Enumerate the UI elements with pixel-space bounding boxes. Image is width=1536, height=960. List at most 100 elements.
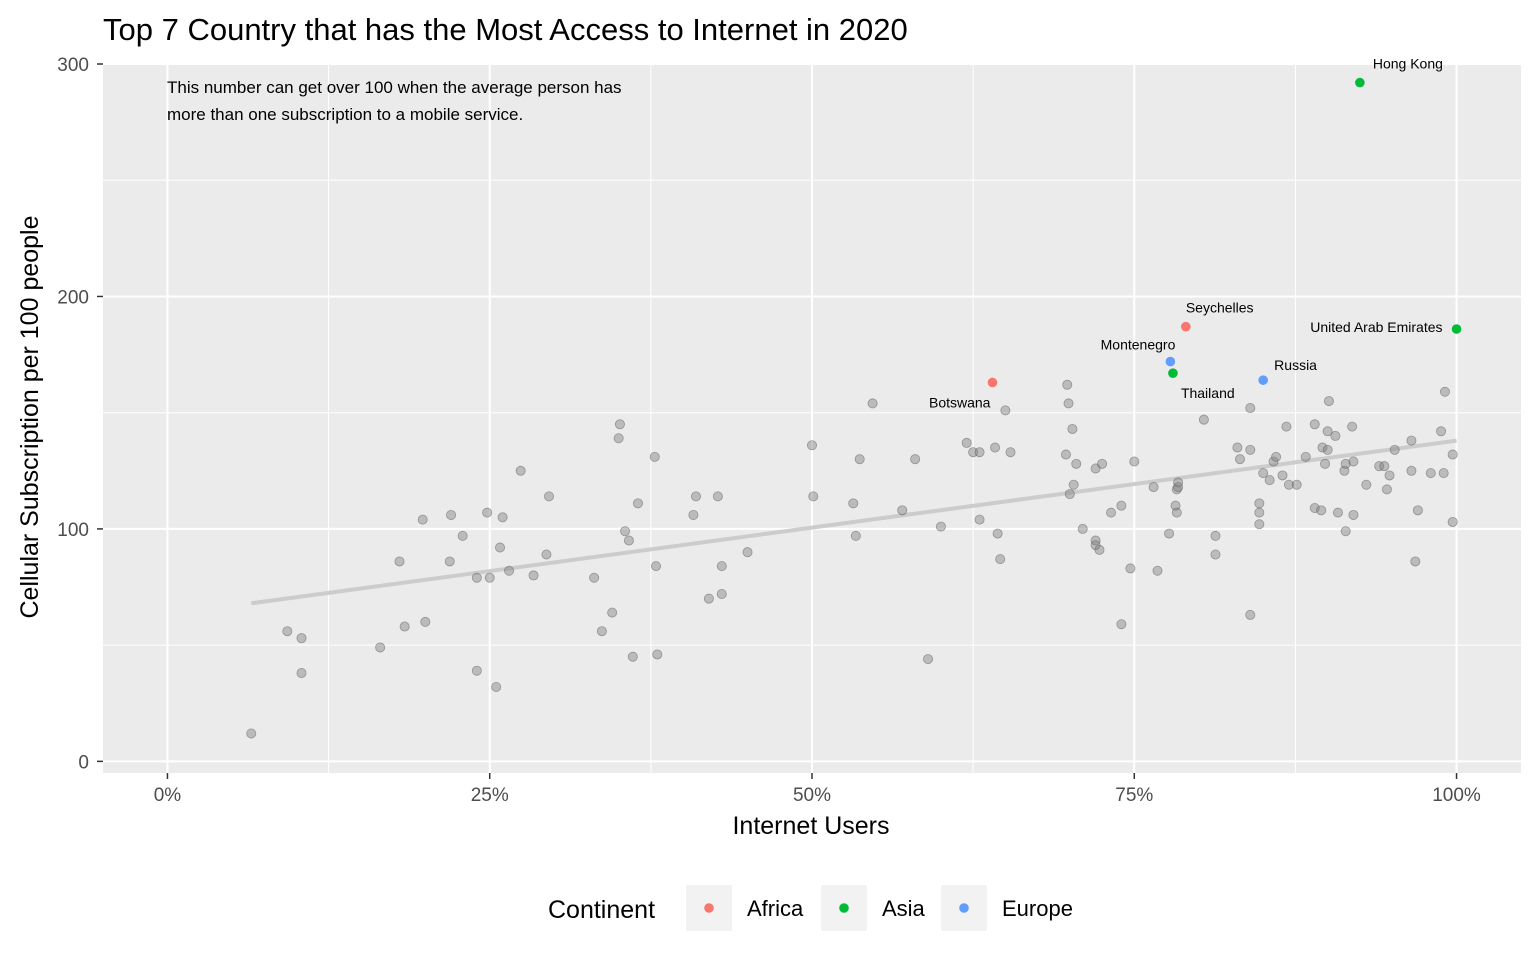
- data-point: [614, 419, 625, 430]
- data-point: [1277, 470, 1288, 481]
- data-point: [1438, 468, 1449, 479]
- data-point: [1316, 505, 1327, 516]
- data-point: [1330, 430, 1341, 441]
- data-point: [651, 561, 662, 572]
- data-point: [596, 626, 607, 637]
- data-point: [1347, 421, 1358, 432]
- data-point: [282, 626, 293, 637]
- data-point: [1071, 458, 1082, 469]
- data-point: [1245, 609, 1256, 620]
- data-point: [1116, 500, 1127, 511]
- data-point: [1116, 619, 1127, 630]
- data-point: [649, 451, 660, 462]
- data-point: [1323, 396, 1334, 407]
- data-point: [484, 572, 495, 583]
- legend-swatch: [959, 903, 969, 913]
- data-point: [1254, 519, 1265, 530]
- data-point: [995, 554, 1006, 565]
- data-point: [491, 681, 502, 692]
- annotation-line: more than one subscription to a mobile s…: [167, 105, 523, 124]
- data-point: [808, 491, 819, 502]
- legend-label: Asia: [882, 896, 926, 921]
- data-point: [1148, 482, 1159, 493]
- trend-line-group: [250, 438, 1457, 606]
- data-point: [589, 572, 600, 583]
- data-point: [1171, 507, 1182, 518]
- data-point: [1281, 421, 1292, 432]
- data-point: [897, 505, 908, 516]
- data-point: [974, 514, 985, 525]
- data-point: [632, 498, 643, 509]
- data-point: [417, 514, 428, 525]
- data-point: [1348, 509, 1359, 520]
- data-point: [1389, 444, 1400, 455]
- x-axis-title: Internet Users: [732, 812, 889, 840]
- x-tick-label: 50%: [793, 785, 831, 806]
- data-point: [716, 589, 727, 600]
- data-point: [528, 570, 539, 581]
- data-point: [1436, 426, 1447, 437]
- data-point: [1322, 444, 1333, 455]
- point-label: Russia: [1274, 357, 1317, 373]
- data-point: [1254, 507, 1265, 518]
- data-point: [1271, 451, 1282, 462]
- data-point: [1425, 468, 1436, 479]
- data-point: [1068, 479, 1079, 490]
- data-point: [1384, 470, 1395, 481]
- data-point: [1125, 563, 1136, 574]
- point-label: Hong Kong: [1373, 56, 1443, 72]
- highlighted-points: Hong Kong Seychelles United Arab Emirates M…: [929, 56, 1462, 410]
- data-point: [296, 668, 307, 679]
- data-point: [1379, 461, 1390, 472]
- y-axis-title: Cellular Subscription per 100 people: [16, 215, 44, 618]
- data-point: [420, 616, 431, 627]
- data-point: [1309, 419, 1320, 430]
- x-tick-label: 75%: [1115, 785, 1153, 806]
- data-point: [471, 572, 482, 583]
- data-point: [495, 542, 506, 553]
- data-point: [394, 556, 405, 567]
- data-point: [504, 565, 515, 576]
- data-point: [1410, 556, 1421, 567]
- highlighted-point: [1181, 321, 1191, 332]
- legend-swatch: [704, 903, 714, 913]
- data-point: [807, 440, 818, 451]
- data-point: [1234, 454, 1245, 465]
- y-axis-ticks: 0 100 200 300: [57, 55, 103, 773]
- data-point: [1062, 379, 1073, 390]
- highlighted-point: [1451, 324, 1462, 334]
- highlighted-point: [1165, 356, 1176, 367]
- data-point: [1332, 507, 1343, 518]
- data-point: [1309, 502, 1320, 513]
- data-point: [1097, 458, 1108, 469]
- data-point: [1129, 456, 1140, 467]
- point-label: Thailand: [1181, 385, 1235, 401]
- data-point: [613, 433, 624, 444]
- legend-swatch: [839, 903, 849, 913]
- annotation-line: This number can get over 100 when the av…: [167, 78, 622, 97]
- data-point: [1317, 442, 1328, 453]
- data-point: [1348, 456, 1359, 467]
- data-point: [1322, 426, 1333, 437]
- data-point: [1264, 475, 1275, 486]
- highlighted-point: [1355, 77, 1365, 88]
- y-tick-label: 200: [57, 287, 89, 308]
- data-point: [923, 654, 934, 665]
- data-point: [1063, 398, 1074, 409]
- data-point: [1406, 435, 1417, 446]
- data-point: [482, 507, 493, 518]
- highlighted-point: [987, 377, 998, 388]
- data-point: [1245, 403, 1256, 414]
- data-point: [1361, 479, 1372, 490]
- data-point: [1447, 449, 1458, 460]
- point-label: Botswana: [929, 394, 991, 410]
- data-point: [1077, 523, 1088, 534]
- data-point: [1412, 505, 1423, 516]
- data-point: [1000, 405, 1011, 416]
- data-point: [1173, 482, 1184, 493]
- data-point: [1340, 458, 1351, 469]
- data-point: [742, 547, 753, 558]
- data-point: [974, 447, 985, 458]
- x-axis-ticks: 0% 25% 50% 75% 100%: [154, 773, 1481, 806]
